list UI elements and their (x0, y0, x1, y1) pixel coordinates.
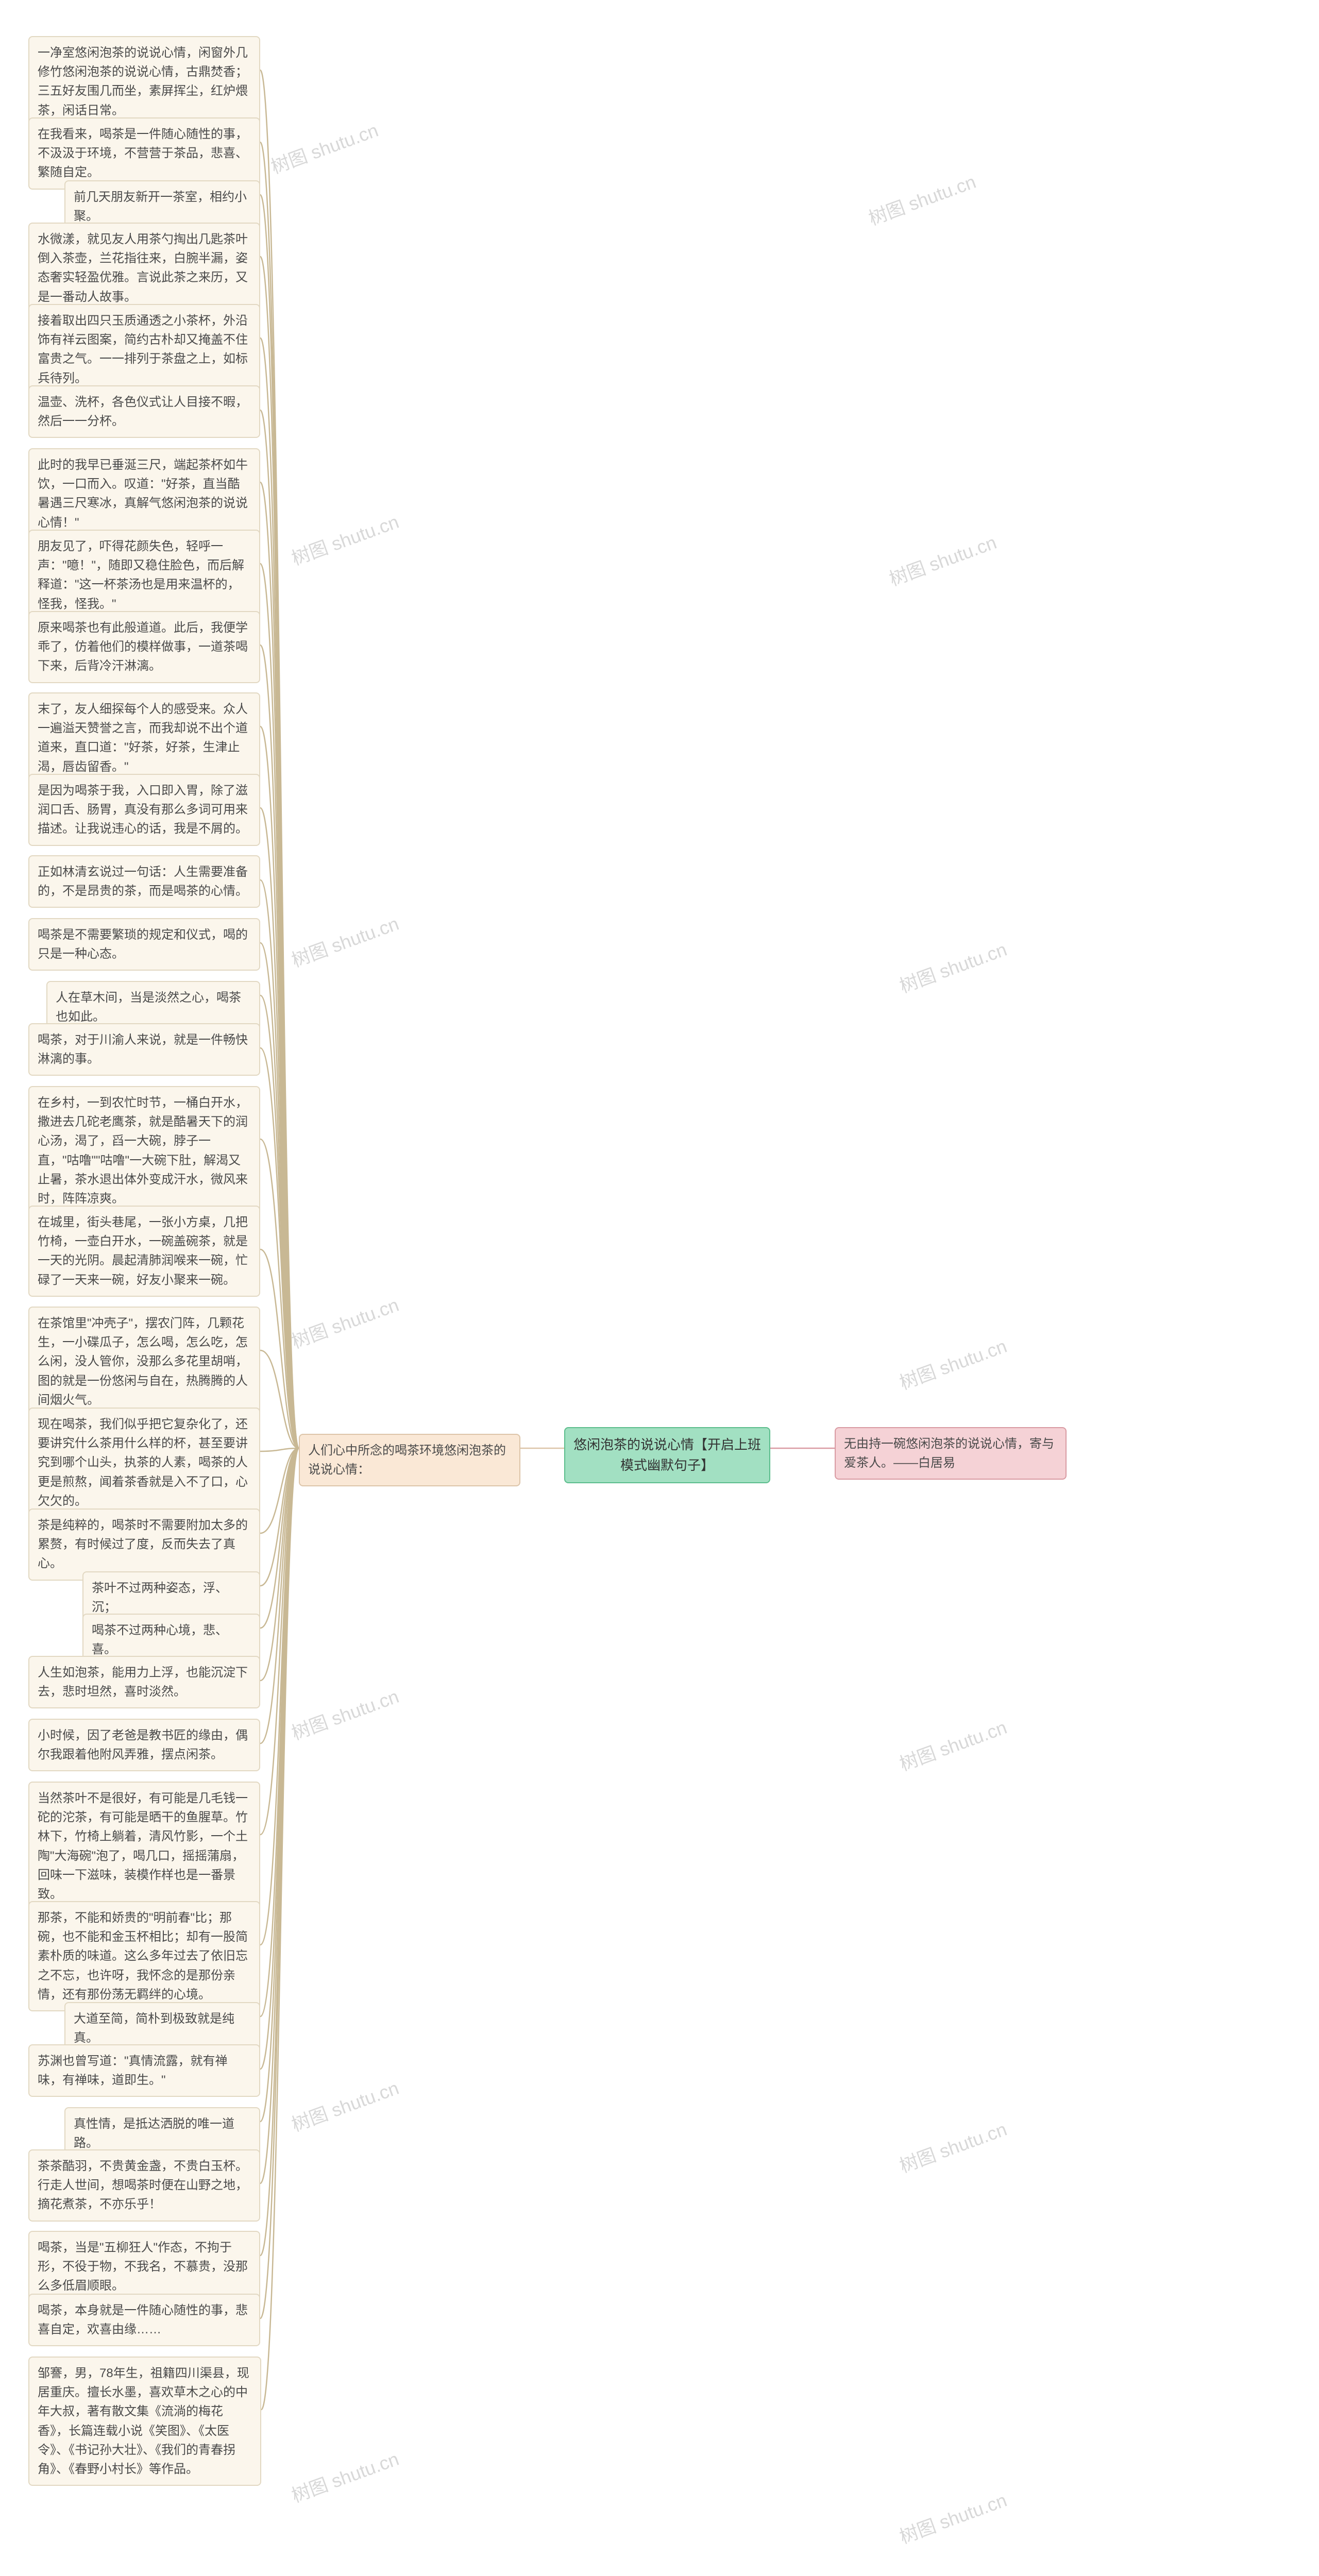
leaf-node[interactable]: 现在喝茶，我们似乎把它复杂化了，还要讲究什么茶用什么样的杯，甚至要讲究到哪个山头… (28, 1408, 260, 1518)
mindmap-canvas: 悠闲泡茶的说说心情【开启上班模式幽默句子】 无由持一碗悠闲泡茶的说说心情，寄与爱… (0, 0, 1319, 2576)
leaf-node[interactable]: 是因为喝茶于我，入口即入胃，除了滋润口舌、肠胃，真没有那么多词可用来描述。让我说… (28, 774, 260, 846)
watermark: 树图 shutu.cn (895, 1713, 1010, 1776)
leaf-node[interactable]: 接着取出四只玉质通透之小茶杯，外沿饰有祥云图案，简约古朴却又掩盖不住富贵之气。一… (28, 304, 260, 395)
leaf-node[interactable]: 末了，友人细探每个人的感受来。众人一遍溢天赞誉之言，而我却说不出个道道来，直口道… (28, 692, 260, 784)
leaf-node[interactable]: 正如林清玄说过一句话：人生需要准备的，不是昂贵的茶，而是喝茶的心情。 (28, 855, 260, 908)
leaf-node[interactable]: 苏渊也曾写道："真情流露，就有禅味，有禅味，道即生。" (28, 2044, 260, 2097)
watermark: 树图 shutu.cn (288, 909, 402, 972)
left-hub-node[interactable]: 人们心中所念的喝茶环境悠闲泡茶的说说心情： (299, 1434, 520, 1486)
leaf-node[interactable]: 一净室悠闲泡茶的说说心情，闲窗外几修竹悠闲泡茶的说说心情，古鼎焚香；三五好友围几… (28, 36, 260, 127)
leaf-node[interactable]: 水微漾，就见友人用茶勺掏出几匙茶叶倒入茶壶，兰花指往来，白腕半漏，姿态奢实轻盈优… (28, 223, 260, 314)
leaf-node[interactable]: 茶茶酷羽，不贵黄金盏，不贵白玉杯。行走人世间，想喝茶时便在山野之地，摘花煮茶，不… (28, 2149, 260, 2222)
leaf-node[interactable]: 喝茶，对于川渝人来说，就是一件畅快淋漓的事。 (28, 1023, 260, 1076)
watermark: 树图 shutu.cn (895, 1331, 1010, 1395)
leaf-node[interactable]: 在城里，街头巷尾，一张小方桌，几把竹椅，一壶白开水，一碗盖碗茶，就是一天的光阴。… (28, 1206, 260, 1297)
leaf-node[interactable]: 在茶馆里"冲壳子"，摆农门阵，几颗花生，一小碟瓜子，怎么喝，怎么吃，怎么闲，没人… (28, 1307, 260, 1417)
watermark: 树图 shutu.cn (895, 2114, 1010, 2178)
center-node[interactable]: 悠闲泡茶的说说心情【开启上班模式幽默句子】 (564, 1427, 770, 1483)
leaf-node[interactable]: 喝茶，本身就是一件随心随性的事，悲喜自定，欢喜由缘…… (28, 2294, 260, 2346)
watermark: 树图 shutu.cn (288, 507, 402, 570)
watermark: 树图 shutu.cn (885, 528, 1000, 591)
leaf-node[interactable]: 喝茶，当是"五柳狂人"作态，不拘于形，不役于物，不我名，不慕贵，没那么多低眉顺眼… (28, 2231, 260, 2303)
watermark: 树图 shutu.cn (288, 1290, 402, 1353)
leaf-node[interactable]: 原来喝茶也有此般道道。此后，我便学乖了，仿着他们的模样做事，一道茶喝下来，后背冷… (28, 611, 260, 683)
leaf-node[interactable]: 此时的我早已垂涎三尺，端起茶杯如牛饮，一口而入。叹道："好茶，直当酷暑遇三尺寒冰… (28, 448, 260, 539)
watermark: 树图 shutu.cn (288, 2073, 402, 2137)
leaf-node[interactable]: 那茶，不能和娇贵的"明前春"比；那碗，也不能和金玉杯相比；却有一股简素朴质的味道… (28, 1901, 260, 2011)
watermark: 树图 shutu.cn (865, 167, 979, 230)
leaf-node[interactable]: 温壶、洗杯，各色仪式让人目接不暇，然后一一分杯。 (28, 385, 260, 438)
watermark: 树图 shutu.cn (288, 1682, 402, 1745)
right-branch-node[interactable]: 无由持一碗悠闲泡茶的说说心情，寄与爱茶人。——白居易 (835, 1427, 1067, 1480)
watermark: 树图 shutu.cn (895, 2485, 1010, 2549)
leaf-node[interactable]: 喝茶是不需要繁琐的规定和仪式，喝的只是一种心态。 (28, 918, 260, 971)
watermark: 树图 shutu.cn (288, 2444, 402, 2507)
leaf-node[interactable]: 在乡村，一到农忙时节，一桶白开水，撒进去几砣老鹰茶，就是酷暑天下的润心汤，渴了，… (28, 1086, 260, 1215)
leaf-node[interactable]: 在我看来，喝茶是一件随心随性的事，不汲汲于环境，不营营于茶品，悲喜、繁随自定。 (28, 117, 260, 190)
leaf-node[interactable]: 当然茶叶不是很好，有可能是几毛钱一砣的沱茶，有可能是晒干的鱼腥草。竹林下，竹椅上… (28, 1782, 260, 1911)
leaf-node[interactable]: 邹謇，男，78年生，祖籍四川渠县，现居重庆。擅长水墨，喜欢草木之心的中年大叔，著… (28, 2357, 261, 2486)
leaf-node[interactable]: 朋友见了，吓得花颜失色，轻呼一声："噫！"，随即又稳住脸色，而后解释道："这一杯… (28, 530, 260, 621)
leaf-node[interactable]: 小时候，因了老爸是教书匠的缘由，偶尔我跟着他附风弄雅，摆点闲茶。 (28, 1719, 260, 1771)
leaf-node[interactable]: 茶是纯粹的，喝茶时不需要附加太多的累赘，有时候过了度，反而失去了真心。 (28, 1509, 260, 1581)
leaf-node[interactable]: 人生如泡茶，能用力上浮，也能沉淀下去，悲时坦然，喜时淡然。 (28, 1656, 260, 1708)
watermark: 树图 shutu.cn (895, 935, 1010, 998)
watermark: 树图 shutu.cn (267, 115, 382, 179)
